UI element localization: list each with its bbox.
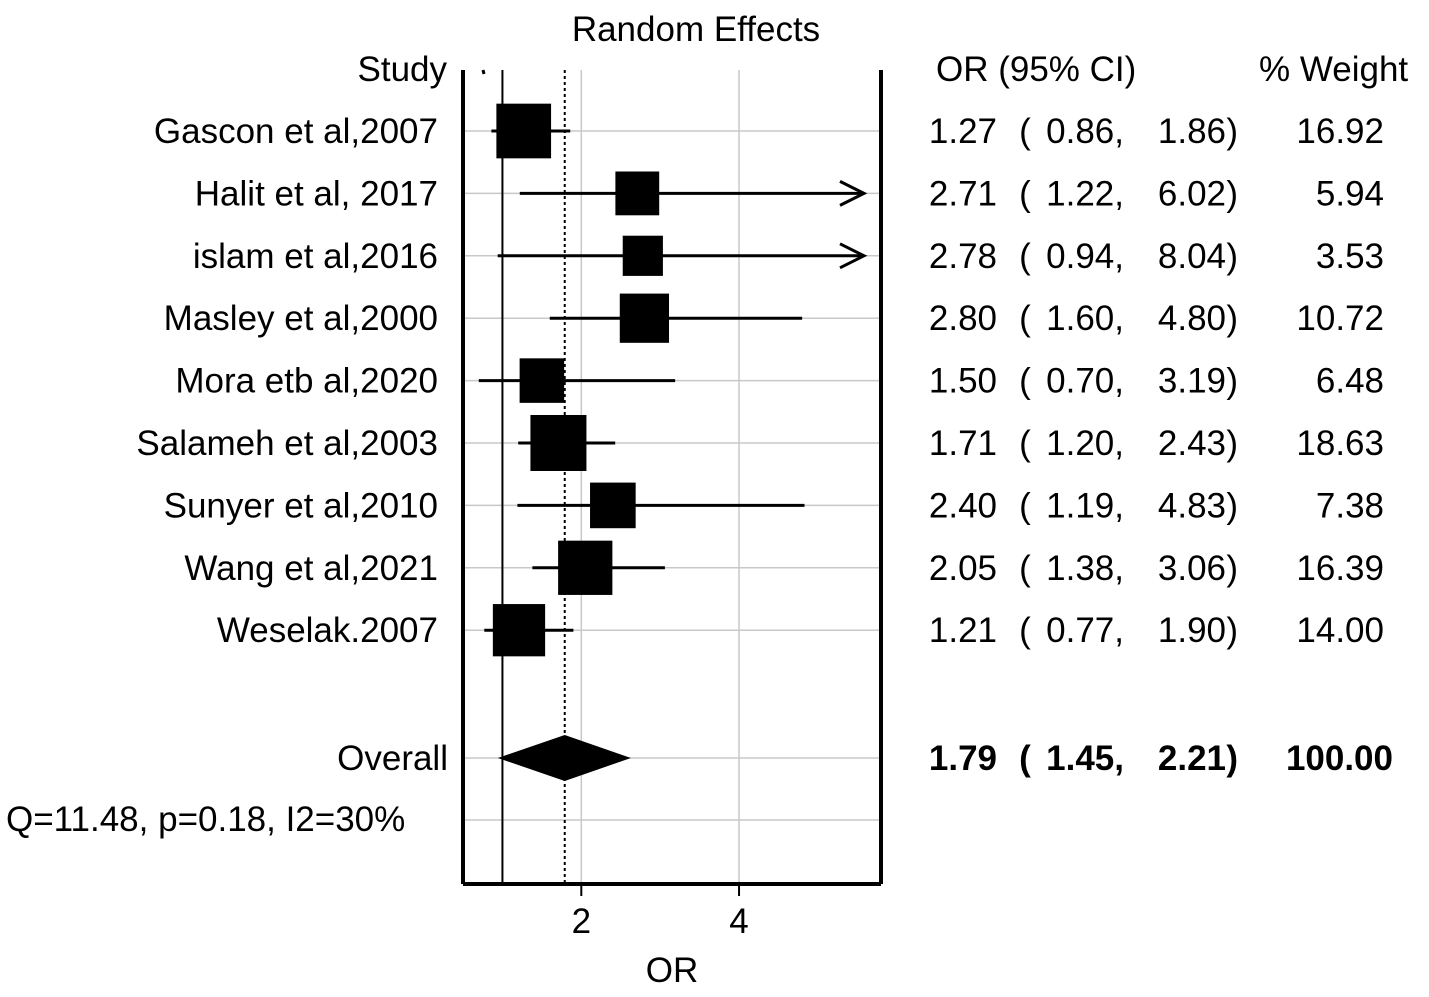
study-square — [530, 415, 587, 471]
study-ci-upper: 2.43 — [1158, 424, 1226, 463]
study-square — [590, 482, 636, 529]
study-weight: 7.38 — [1316, 486, 1384, 525]
study-square — [492, 604, 546, 657]
study-square — [622, 235, 663, 276]
study-labels: Gascon et al,2007 Halit et al, 2017 islam … — [136, 112, 448, 778]
ci-open-paren: ( — [1019, 174, 1031, 213]
study-name: Halit et al, 2017 — [195, 174, 438, 213]
ci-open-paren: ( — [1019, 424, 1031, 463]
ci-close-paren: ) — [1226, 486, 1238, 525]
study-or: 1.71 — [929, 424, 997, 463]
study-weight: 6.48 — [1316, 362, 1384, 401]
ci-close-paren: ) — [1226, 299, 1238, 338]
axis-corner-tick — [481, 69, 486, 75]
study-ci-upper: 4.80 — [1158, 299, 1226, 338]
study-column-header: Study — [358, 50, 448, 89]
ci-open-paren: ( — [1019, 362, 1031, 401]
study-or: 2.71 — [929, 174, 997, 213]
study-marks — [478, 103, 868, 781]
overall-ci-upper: 2.21 — [1158, 739, 1226, 778]
study-ci-lower: 1.22, — [1046, 174, 1124, 213]
study-name: Weselak.2007 — [217, 611, 438, 650]
ci-clipped-arrow — [839, 242, 868, 270]
ci-clipped-arrow — [839, 180, 868, 207]
overall-ci-lower: 1.45, — [1046, 739, 1124, 778]
ci-close-paren: ) — [1226, 424, 1238, 463]
ci-close-paren: ) — [1226, 611, 1238, 650]
ci-close-paren: ) — [1226, 237, 1238, 276]
plot-frame — [461, 69, 883, 886]
overall-label: Overall — [337, 739, 448, 778]
study-ci-lower: 1.19, — [1046, 486, 1124, 525]
ci-open-paren: ( — [1019, 112, 1031, 151]
x-tick-label: 4 — [729, 902, 748, 941]
ci-close-paren: ) — [1226, 362, 1238, 401]
study-name: islam et al,2016 — [193, 237, 438, 276]
study-ci-upper: 4.83 — [1158, 486, 1226, 525]
ci-open-paren: ( — [1019, 549, 1031, 588]
study-or: 1.27 — [929, 112, 997, 151]
study-ci-upper: 6.02 — [1158, 174, 1226, 213]
study-ci-upper: 1.86 — [1158, 112, 1226, 151]
ci-close-paren: ) — [1226, 739, 1238, 778]
study-or: 2.05 — [929, 549, 997, 588]
x-tick-label: 2 — [572, 902, 591, 941]
study-or: 2.78 — [929, 237, 997, 276]
ci-open-paren: ( — [1019, 611, 1031, 650]
study-ci-lower: 0.94, — [1046, 237, 1124, 276]
x-axis-label: OR — [646, 951, 699, 990]
study-name: Masley et al,2000 — [164, 299, 438, 338]
study-ci-lower: 1.60, — [1046, 299, 1124, 338]
study-values: 1.27 (0.86, 1.86) 16.92 2.71 (1.22, 6.02) 5.94 2… — [929, 112, 1393, 778]
heterogeneity-stats: Q=11.48, p=0.18, I2=30% — [6, 800, 405, 839]
ci-open-paren: ( — [1019, 486, 1031, 525]
study-ci-lower: 0.77, — [1046, 611, 1124, 650]
study-or: 1.21 — [929, 611, 997, 650]
study-name: Wang et al,2021 — [184, 549, 438, 588]
ci-open-paren: ( — [1019, 299, 1031, 338]
study-ci-lower: 0.70, — [1046, 362, 1124, 401]
weight-column-header: % Weight — [1259, 50, 1408, 89]
study-or: 2.80 — [929, 299, 997, 338]
study-square — [558, 540, 613, 595]
overall-weight: 100.00 — [1286, 739, 1393, 778]
overall-diamond — [497, 735, 631, 781]
study-weight: 18.63 — [1296, 424, 1384, 463]
study-ci-lower: 1.20, — [1046, 424, 1124, 463]
study-weight: 16.92 — [1296, 112, 1384, 151]
ci-open-paren: ( — [1019, 237, 1031, 276]
study-ci-upper: 8.04 — [1158, 237, 1226, 276]
study-square — [496, 103, 552, 159]
study-ci-upper: 3.19 — [1158, 362, 1226, 401]
study-ci-lower: 0.86, — [1046, 112, 1124, 151]
study-weight: 14.00 — [1296, 611, 1384, 650]
chart-title: Random Effects — [572, 10, 820, 49]
study-square — [519, 358, 565, 403]
study-square — [619, 293, 670, 343]
study-or: 2.40 — [929, 486, 997, 525]
study-weight: 5.94 — [1316, 174, 1384, 213]
study-ci-upper: 3.06 — [1158, 549, 1226, 588]
study-square — [615, 171, 660, 216]
ci-close-paren: ) — [1226, 112, 1238, 151]
study-name: Salameh et al,2003 — [136, 424, 438, 463]
study-name: Gascon et al,2007 — [154, 112, 438, 151]
study-name: Sunyer et al,2010 — [164, 486, 438, 525]
study-name: Mora etb al,2020 — [175, 362, 438, 401]
study-weight: 16.39 — [1296, 549, 1384, 588]
ci-open-paren: ( — [1019, 739, 1031, 778]
overall-or: 1.79 — [929, 739, 997, 778]
study-weight: 10.72 — [1296, 299, 1384, 338]
ci-close-paren: ) — [1226, 549, 1238, 588]
study-or: 1.50 — [929, 362, 997, 401]
or-ci-column-header: OR (95% CI) — [936, 50, 1136, 89]
ci-close-paren: ) — [1226, 174, 1238, 213]
study-ci-upper: 1.90 — [1158, 611, 1226, 650]
study-weight: 3.53 — [1316, 237, 1384, 276]
study-ci-lower: 1.38, — [1046, 549, 1124, 588]
